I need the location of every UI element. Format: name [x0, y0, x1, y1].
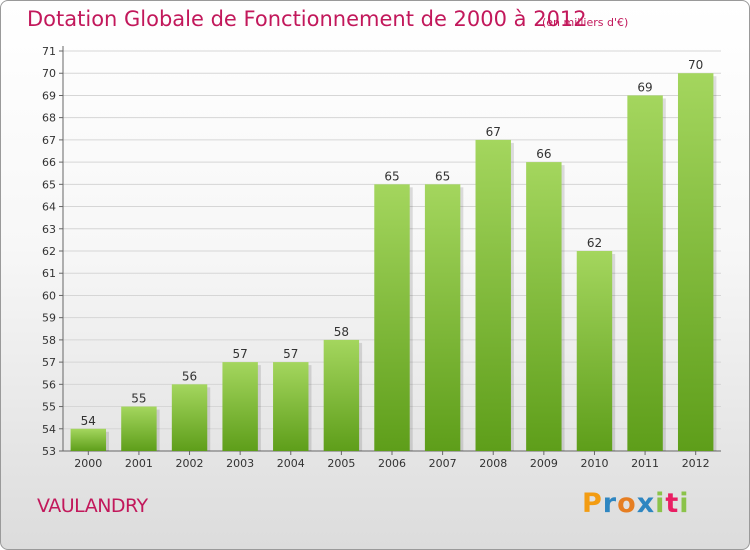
- x-tick-label: 2011: [631, 457, 659, 470]
- y-tick-label: 64: [42, 201, 56, 214]
- y-tick-label: 63: [42, 223, 56, 236]
- logo-letter: x: [636, 488, 656, 519]
- x-tick-label: 2012: [682, 457, 710, 470]
- x-tick-label: 2000: [74, 457, 102, 470]
- bar: [677, 73, 714, 451]
- bar: [323, 339, 360, 451]
- bar-value-label: 62: [587, 236, 602, 250]
- x-tick-label: 2009: [530, 457, 558, 470]
- bar: [627, 95, 663, 451]
- logo-letter: r: [602, 488, 618, 519]
- bar-value-label: 58: [334, 325, 349, 339]
- x-tick-label: 2001: [125, 457, 153, 470]
- y-tick-label: 70: [42, 67, 56, 80]
- y-tick-label: 60: [42, 289, 56, 302]
- y-tick-label: 68: [42, 112, 56, 125]
- bar-value-label: 70: [688, 58, 703, 72]
- logo-letter: i: [655, 488, 666, 519]
- bar-value-label: 57: [283, 347, 298, 361]
- chart-title: Dotation Globale de Fonctionnement de 20…: [27, 7, 587, 31]
- y-tick-label: 57: [42, 356, 56, 369]
- x-tick-label: 2005: [327, 457, 355, 470]
- bar: [475, 139, 511, 451]
- y-tick-label: 66: [42, 156, 56, 169]
- y-tick-label: 59: [42, 312, 56, 325]
- y-tick-label: 53: [42, 445, 56, 458]
- bar-value-label: 65: [435, 169, 450, 183]
- x-tick-label: 2008: [479, 457, 507, 470]
- chart-subtitle: (en milliers d'€): [542, 16, 629, 29]
- x-tick-label: 2007: [429, 457, 457, 470]
- y-tick-label: 62: [42, 245, 56, 258]
- x-tick-label: 2010: [580, 457, 608, 470]
- y-tick-label: 56: [42, 378, 56, 391]
- bar: [273, 362, 309, 451]
- y-tick-label: 65: [42, 178, 56, 191]
- bars: [70, 73, 717, 452]
- y-tick-label: 71: [42, 45, 56, 58]
- y-tick-label: 58: [42, 334, 56, 347]
- y-tick-label: 67: [42, 134, 56, 147]
- bar: [121, 406, 157, 451]
- bar: [70, 428, 107, 451]
- x-tick-label: 2004: [277, 457, 305, 470]
- bar-value-label: 67: [486, 125, 501, 139]
- bar-value-label: 54: [81, 414, 96, 428]
- place-name: VAULANDRY: [37, 495, 148, 517]
- bar-value-label: 69: [637, 80, 652, 94]
- x-tick-label: 2002: [176, 457, 204, 470]
- logo-letter: o: [617, 488, 637, 519]
- logo-letter: i: [679, 488, 690, 519]
- x-tick-label: 2003: [226, 457, 254, 470]
- bar-value-label: 57: [233, 347, 248, 361]
- bar-value-label: 56: [182, 369, 197, 383]
- y-tick-label: 61: [42, 267, 56, 280]
- y-tick-label: 54: [42, 423, 56, 436]
- y-tick-label: 55: [42, 401, 56, 414]
- x-tick-label: 2006: [378, 457, 406, 470]
- bar: [222, 362, 258, 451]
- bar: [424, 184, 461, 452]
- labels: 53 54 55 56 57 58 59 60 61 62 63 64 65 66 67 68 69 70 71 54…: [42, 45, 710, 470]
- bar-value-label: 66: [536, 147, 551, 161]
- bar-value-label: 55: [131, 392, 146, 406]
- bar: [171, 384, 208, 451]
- y-tick-label: 69: [42, 89, 56, 102]
- logo-letter: P: [582, 488, 603, 519]
- proxiti-logo: Proxiti: [582, 488, 690, 519]
- bar: [576, 251, 613, 451]
- logo-letter: t: [665, 488, 680, 519]
- bar: [526, 162, 562, 451]
- bar-value-label: 65: [384, 169, 399, 183]
- bar: [374, 184, 410, 452]
